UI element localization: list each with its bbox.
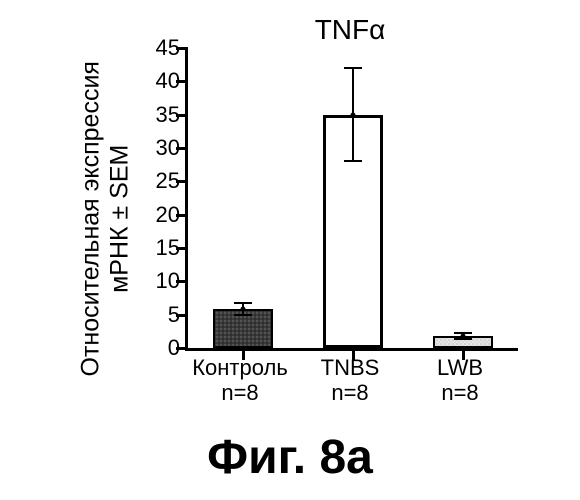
x-axis-labels: Контрольn=8TNBSn=8LWBn=8 <box>185 355 515 425</box>
error-bar-cap <box>234 314 252 316</box>
y-tick <box>176 347 188 350</box>
y-tick <box>176 80 188 83</box>
x-category-name: Контроль <box>185 355 295 380</box>
figure-caption: Фиг. 8а <box>0 430 580 485</box>
x-category-n: n=8 <box>185 380 295 405</box>
y-tick <box>176 180 188 183</box>
y-tick <box>176 247 188 250</box>
error-bar-mean-marker <box>241 307 246 312</box>
y-tick <box>176 47 188 50</box>
y-tick <box>176 147 188 150</box>
error-bar-cap <box>344 160 362 162</box>
chart-title: TNFα <box>290 14 410 46</box>
error-bar-cap <box>234 302 252 304</box>
figure-container: Относительная экспрессия мРНК ± SEM 0510… <box>0 0 580 500</box>
x-category-name: TNBS <box>295 355 405 380</box>
error-bar-cap <box>344 67 362 69</box>
x-category-label: LWBn=8 <box>405 355 515 406</box>
x-category-n: n=8 <box>405 380 515 405</box>
y-tick <box>176 114 188 117</box>
x-category-n: n=8 <box>295 380 405 405</box>
plot-area <box>185 48 518 351</box>
error-bar-mean-marker <box>461 334 466 339</box>
y-tick <box>176 314 188 317</box>
y-axis-tick-labels: 051015202530354045 <box>140 48 180 348</box>
y-tick <box>176 280 188 283</box>
y-axis-label: Относительная экспрессия мРНК ± SEM <box>76 59 134 379</box>
x-category-name: LWB <box>405 355 515 380</box>
error-bar-mean-marker <box>351 112 356 117</box>
x-category-label: Контрольn=8 <box>185 355 295 406</box>
y-tick <box>176 214 188 217</box>
x-category-label: TNBSn=8 <box>295 355 405 406</box>
